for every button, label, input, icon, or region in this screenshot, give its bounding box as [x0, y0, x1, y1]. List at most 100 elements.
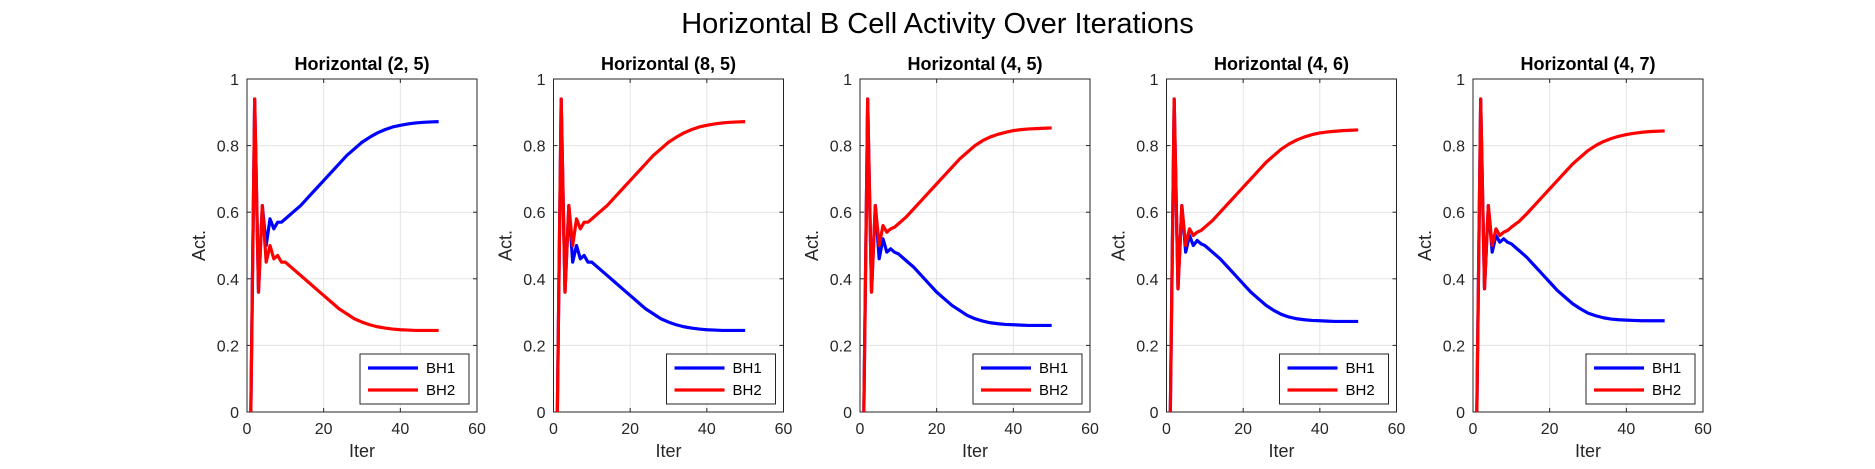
x-tick-label: 20: [1234, 421, 1252, 438]
legend-label: BH1: [1039, 360, 1068, 377]
y-axis-label: Act.: [189, 230, 209, 261]
y-tick-label: 0.8: [1136, 139, 1158, 156]
x-tick-label: 0: [549, 421, 558, 438]
x-tick-label: 20: [315, 421, 333, 438]
legend-label: BH1: [733, 360, 762, 377]
x-tick-label: 40: [1004, 421, 1022, 438]
subplot-title: Horizontal (4, 7): [1520, 54, 1655, 74]
series-line-bh2: [1475, 97, 1665, 412]
axes-box: [1166, 78, 1397, 413]
y-tick-label: 0.2: [217, 338, 239, 355]
x-tick-label: 60: [1388, 421, 1406, 438]
y-tick-label: 0.6: [217, 205, 239, 222]
x-axis-label: Iter: [349, 441, 375, 461]
legend-label: BH2: [1652, 382, 1681, 399]
y-tick-label: 0.6: [1136, 205, 1158, 222]
y-tick-label: 0.8: [217, 139, 239, 156]
y-tick-label: 0.2: [523, 338, 545, 355]
legend-box: [1585, 353, 1696, 405]
series-line-bh2: [1168, 97, 1359, 412]
axes-box: [1472, 78, 1704, 413]
x-tick-label: 0: [856, 421, 865, 438]
x-tick-label: 40: [391, 421, 409, 438]
subplot-panel: 0 20 40 60 0 0.2 0.4 0.6 0.8 1 Horizontal (4, 6) It…: [0, 0, 1406, 469]
y-tick-label: 1: [1150, 72, 1159, 89]
axes-box: [246, 78, 478, 413]
subplot-panel: 0 20 40 60 0 0.2 0.4 0.6 0.8 1 Horizontal (4, 5) It…: [0, 0, 1099, 469]
y-tick-label: 0.2: [830, 338, 852, 355]
series-line-bh1: [555, 97, 746, 412]
y-tick-label: 0.4: [1443, 272, 1465, 289]
series-line-bh1: [862, 97, 1052, 412]
y-tick-label: 1: [537, 72, 546, 89]
legend-box: [666, 353, 776, 405]
legend-box: [972, 353, 1083, 405]
x-tick-label: 20: [621, 421, 639, 438]
y-tick-label: 0: [537, 405, 546, 422]
legend-label: BH2: [1346, 382, 1375, 399]
subplot-panel: 0 20 40 60 0 0.2 0.4 0.6 0.8 1 Horizontal (4, 7) It…: [0, 0, 1712, 469]
x-tick-label: 60: [1081, 421, 1099, 438]
y-tick-label: 1: [1456, 72, 1465, 89]
y-tick-label: 0.4: [523, 272, 545, 289]
x-axis-label: Iter: [655, 441, 681, 461]
figure-title: Horizontal B Cell Activity Over Iteratio…: [681, 8, 1194, 40]
y-axis-label: Act.: [496, 230, 516, 261]
subplot-title: Horizontal (2, 5): [294, 54, 429, 74]
y-tick-label: 0: [1456, 405, 1465, 422]
y-tick-label: 0.4: [217, 272, 239, 289]
series-line-bh2: [555, 97, 746, 412]
y-tick-label: 0.4: [830, 272, 852, 289]
y-tick-label: 0: [843, 405, 852, 422]
x-tick-label: 20: [928, 421, 946, 438]
y-axis-label: Act.: [1415, 230, 1435, 261]
y-axis-label: Act.: [1109, 230, 1129, 261]
subplot-panel: 0 20 40 60 0 0.2 0.4 0.6 0.8 1 Horizontal (2, 5) It…: [0, 0, 486, 469]
y-tick-label: 0.8: [1443, 139, 1465, 156]
x-axis-label: Iter: [1268, 441, 1294, 461]
series-line-bh2: [249, 97, 439, 412]
legend-label: BH1: [426, 360, 455, 377]
y-tick-label: 0: [230, 405, 239, 422]
y-tick-label: 0.6: [830, 205, 852, 222]
legend-label: BH2: [426, 382, 455, 399]
x-tick-label: 60: [468, 421, 486, 438]
legend-box: [1279, 353, 1389, 405]
x-tick-label: 40: [1311, 421, 1329, 438]
legend-box: [359, 353, 470, 405]
y-tick-label: 0.6: [523, 205, 545, 222]
y-tick-label: 1: [230, 72, 239, 89]
x-tick-label: 0: [243, 421, 252, 438]
y-tick-label: 1: [843, 72, 852, 89]
subplot-panel: 0 20 40 60 0 0.2 0.4 0.6 0.8 1 Horizontal (8, 5) It…: [0, 0, 793, 469]
subplot-title: Horizontal (8, 5): [601, 54, 736, 74]
axes-box: [859, 78, 1091, 413]
x-tick-label: 60: [775, 421, 793, 438]
legend-label: BH1: [1346, 360, 1375, 377]
series-line-bh2: [862, 97, 1052, 412]
y-axis-label: Act.: [802, 230, 822, 261]
x-tick-label: 40: [1617, 421, 1635, 438]
x-tick-label: 40: [698, 421, 716, 438]
y-tick-label: 0.4: [1136, 272, 1158, 289]
legend-label: BH1: [1652, 360, 1681, 377]
axes-box: [553, 78, 784, 413]
x-axis-label: Iter: [1575, 441, 1601, 461]
x-axis-label: Iter: [962, 441, 988, 461]
y-tick-label: 0.8: [523, 139, 545, 156]
y-tick-label: 0.8: [830, 139, 852, 156]
x-tick-label: 0: [1162, 421, 1171, 438]
y-tick-label: 0.2: [1136, 338, 1158, 355]
legend-label: BH2: [733, 382, 762, 399]
y-tick-label: 0: [1150, 405, 1159, 422]
legend-label: BH2: [1039, 382, 1068, 399]
y-tick-label: 0.2: [1443, 338, 1465, 355]
subplot-title: Horizontal (4, 5): [907, 54, 1042, 74]
x-tick-label: 0: [1469, 421, 1478, 438]
series-line-bh1: [249, 97, 439, 412]
